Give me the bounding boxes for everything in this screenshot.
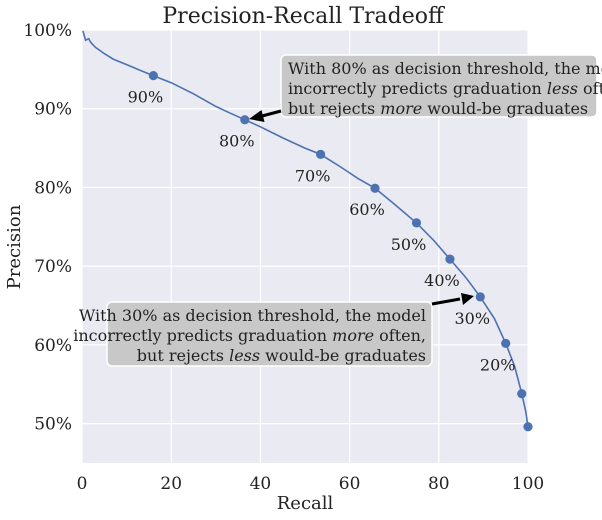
threshold-marker [523,422,533,432]
annotation-80-arrow [261,109,282,118]
annotation-30-arrowhead [461,293,474,305]
annotation-line-segment: but rejects [288,99,380,118]
annotation-line-segment: incorrectly predicts graduation [288,79,547,98]
annotation-line-segment: With 80% as decision threshold, the mode… [288,59,602,78]
annotation-80-text: With 80% as decision threshold, the mode… [288,59,602,118]
annotation-line-segment: would-be graduates [422,99,588,118]
threshold-label: 30% [454,309,490,328]
annotation-80-box [280,54,598,118]
x-tick-label: 20 [160,474,182,494]
y-tick-label: 60% [34,336,72,356]
threshold-marker [411,218,422,228]
threshold-marker [316,149,326,159]
y-tick-labels: 50% 60% 70% 80% 90% 100% [23,21,72,435]
threshold-label: 20% [480,355,516,374]
x-axis-label: Recall [277,493,334,514]
threshold-markers [148,71,533,432]
y-tick-label: 50% [34,415,72,435]
x-tick-label: 40 [250,474,272,494]
annotation-line-segment: but rejects [137,346,229,365]
annotation-line-segment: less [229,346,260,365]
annotation-30-box [106,301,433,367]
threshold-label: 80% [219,132,255,151]
annotation-30: With 30% as decision threshold, the mode… [73,293,474,367]
threshold-marker [517,389,527,399]
y-tick-label: 80% [34,178,72,198]
threshold-marker [445,254,455,264]
threshold-marker [240,115,250,125]
annotation-line-segment: often, [374,326,426,345]
y-tick-label: 70% [34,257,72,277]
threshold-label: 60% [349,200,385,219]
y-tick-label: 100% [23,21,72,41]
x-tick-label: 0 [77,474,88,494]
annotation-line-segment: would-be graduates [260,346,426,365]
precision-recall-curve [82,30,529,427]
threshold-marker [501,338,511,348]
annotation-80: With 80% as decision threshold, the mode… [249,54,602,122]
threshold-label: 90% [128,88,164,107]
y-axis-label: Precision [4,204,25,289]
threshold-labels: 90% 80% 70% 60% 50% 40% 30% 20% [128,88,516,375]
threshold-label: 50% [391,235,427,254]
annotation-line-segment: With 30% as decision threshold, the mode… [79,306,426,325]
annotation-line-segment: more [332,326,374,345]
x-tick-labels: 0 20 40 60 80 100 [77,474,545,494]
threshold-label: 40% [424,271,460,290]
threshold-marker [370,183,380,193]
annotation-line-segment: less [547,79,578,98]
annotation-80-arrowhead [249,110,265,122]
threshold-label: 70% [295,166,331,185]
x-tick-label: 60 [339,474,361,494]
x-tick-label: 100 [512,474,544,494]
annotation-30-text: With 30% as decision threshold, the mode… [73,306,426,365]
annotation-30-arrow [431,297,461,306]
annotation-line-segment: more [380,99,422,118]
y-tick-label: 90% [34,100,72,120]
annotation-line-segment: incorrectly predicts graduation [73,326,332,345]
chart-title: Precision-Recall Tradeoff [162,4,445,29]
annotation-line-segment: often, [578,79,602,98]
threshold-marker [148,71,158,81]
x-tick-label: 80 [428,474,450,494]
threshold-marker [475,292,485,302]
